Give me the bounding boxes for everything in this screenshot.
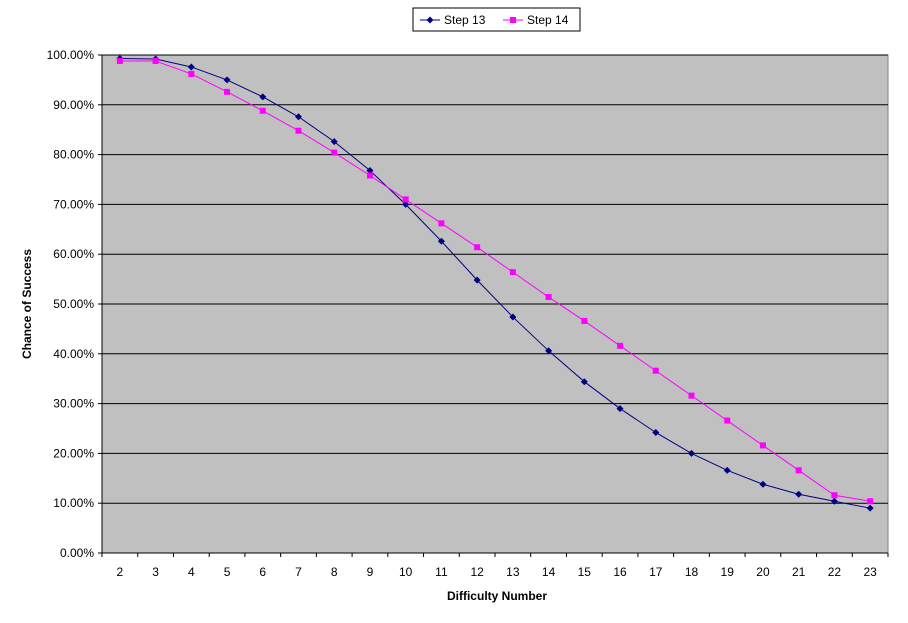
y-tick-label: 40.00% [53, 347, 94, 361]
legend-label: Step 13 [444, 13, 486, 27]
gridlines [102, 54, 888, 504]
legend-marker [510, 17, 516, 23]
data-point [867, 498, 874, 505]
data-point [438, 220, 445, 227]
data-point [545, 347, 553, 355]
data-point [295, 113, 302, 121]
series-step-14 [116, 57, 874, 505]
data-point [545, 294, 552, 301]
data-point [723, 466, 731, 474]
series-step-13 [116, 54, 874, 512]
data-point [830, 497, 838, 505]
data-point [366, 172, 373, 179]
data-point [795, 467, 802, 474]
data-point [224, 88, 231, 95]
legend-label: Step 14 [527, 13, 569, 27]
x-tick-labels: 2 3 4 5 6 7 8 9 10 11 12 13 14 15 16 17 18 19 20 21 22 23 [117, 565, 878, 579]
x-tick-label: 5 [224, 565, 231, 579]
data-point [331, 149, 338, 156]
data-point [116, 57, 123, 64]
data-point [616, 405, 624, 413]
x-tick-label: 9 [367, 565, 374, 579]
data-point [152, 57, 159, 64]
data-point [580, 378, 588, 386]
data-point [509, 313, 517, 321]
legend-marker [426, 16, 434, 24]
data-point [688, 449, 695, 457]
x-tick-label: 19 [721, 565, 735, 579]
legend: Step 13 Step 14 [412, 7, 581, 32]
series-line-step-14 [119, 60, 871, 502]
x-tick-label: 8 [331, 565, 338, 579]
axes [98, 54, 889, 557]
x-tick-label: 21 [792, 565, 806, 579]
series-layer [116, 54, 874, 512]
y-tick-label: 70.00% [53, 197, 94, 211]
y-tick-label: 20.00% [53, 446, 94, 460]
x-tick-label: 23 [863, 565, 877, 579]
y-tick-label: 0.00% [60, 546, 94, 560]
y-tick-label: 10.00% [53, 496, 94, 510]
data-point [330, 138, 338, 146]
x-tick-label: 16 [613, 565, 627, 579]
data-point [652, 367, 659, 374]
x-tick-label: 11 [435, 565, 448, 579]
x-tick-label: 6 [259, 565, 266, 579]
y-axis-title: Chance of Success [20, 249, 34, 359]
x-axis-title: Difficulty Number [447, 589, 547, 603]
y-tick-label: 30.00% [53, 397, 94, 411]
data-point [581, 317, 588, 324]
data-point [402, 196, 409, 203]
data-point [187, 63, 195, 71]
x-tick-label: 15 [578, 565, 592, 579]
data-point [617, 342, 624, 349]
data-point [402, 200, 410, 208]
x-tick-label: 22 [828, 565, 842, 579]
x-tick-label: 14 [542, 565, 556, 579]
data-point [866, 504, 874, 512]
x-tick-label: 18 [685, 565, 699, 579]
series-line-step-13 [119, 57, 871, 509]
data-point [652, 428, 660, 436]
data-point [259, 93, 267, 101]
x-tick-label: 4 [188, 565, 195, 579]
data-point [473, 276, 481, 284]
x-tick-label: 17 [649, 565, 663, 579]
y-tick-label: 80.00% [53, 148, 94, 162]
y-tick-labels: 0.00% 10.00% 20.00% 30.00% 40.00% 50.00% 60.00… [47, 48, 95, 560]
legend-box [412, 7, 581, 32]
data-point [795, 490, 803, 498]
y-tick-label: 50.00% [53, 297, 94, 311]
x-tick-label: 10 [399, 565, 413, 579]
data-point [759, 480, 767, 488]
data-point [831, 492, 838, 499]
data-point [688, 392, 695, 399]
x-tick-label: 12 [470, 565, 484, 579]
y-tick-label: 100.00% [47, 48, 95, 62]
data-point [759, 442, 766, 449]
data-point [223, 76, 231, 84]
x-tick-label: 20 [756, 565, 770, 579]
x-tick-label: 7 [295, 565, 302, 579]
y-tick-label: 60.00% [53, 247, 94, 261]
data-point [366, 167, 374, 175]
y-tick-label: 90.00% [53, 98, 94, 112]
x-tick-label: 13 [506, 565, 520, 579]
data-point [295, 127, 302, 134]
x-tick-label: 3 [152, 565, 159, 579]
data-point [509, 269, 516, 276]
data-point [437, 237, 445, 245]
x-tick-label: 2 [117, 565, 124, 579]
data-point [259, 107, 266, 114]
data-point [724, 417, 731, 424]
data-point [188, 70, 195, 77]
data-point [474, 244, 481, 251]
